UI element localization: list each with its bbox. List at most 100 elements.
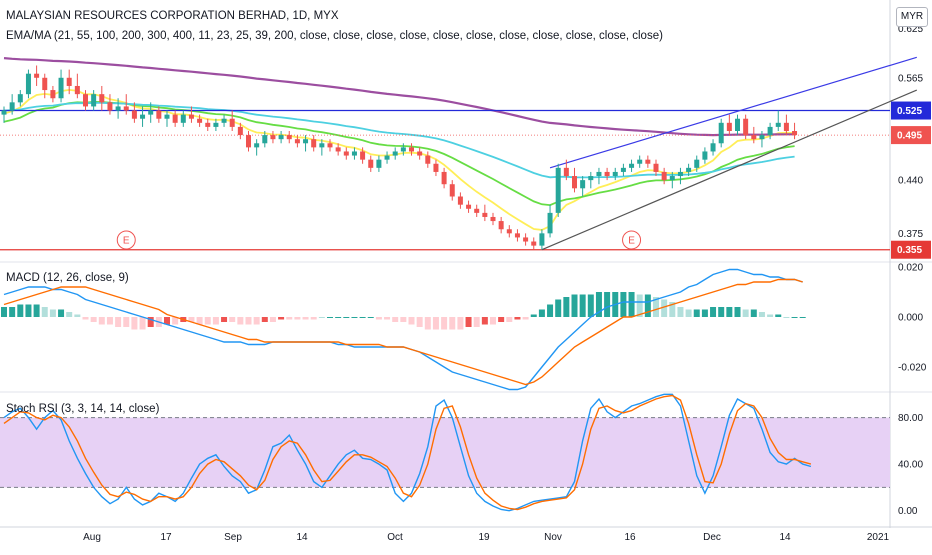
- candle: [180, 110, 186, 127]
- macd-histogram-bar: [237, 317, 244, 325]
- candle: [686, 163, 692, 177]
- macd-histogram-bar: [359, 317, 366, 318]
- candle: [514, 229, 520, 242]
- chart-title: MALAYSIAN RESOURCES CORPORATION BERHAD, …: [6, 10, 339, 22]
- candle: [620, 163, 626, 177]
- macd-histogram-bar: [351, 317, 358, 318]
- macd-histogram-bar: [367, 317, 374, 318]
- macd-histogram-bar: [172, 317, 179, 325]
- macd-histogram-bar: [98, 317, 105, 325]
- macd-histogram-bar: [49, 309, 56, 317]
- stoch-axis-tick: 0.00: [898, 506, 918, 517]
- candle-body: [311, 139, 317, 148]
- candle-body: [792, 131, 798, 136]
- candle-body: [42, 77, 48, 91]
- price-label-text: 0.495: [897, 131, 922, 142]
- candle: [767, 122, 773, 140]
- candle: [229, 110, 235, 131]
- macd-histogram-bar: [457, 317, 464, 330]
- candle: [751, 126, 757, 144]
- macd-histogram-bar: [384, 317, 391, 320]
- candle: [91, 90, 97, 111]
- candle-body: [34, 73, 40, 78]
- candle-body: [99, 94, 105, 103]
- macd-histogram-bar: [310, 317, 317, 320]
- macd-histogram-bar: [750, 309, 757, 317]
- candle: [50, 85, 56, 103]
- time-axis-tick: Oct: [387, 532, 403, 543]
- candle: [441, 167, 447, 189]
- candle-body: [164, 114, 170, 119]
- price-label-text: 0.525: [897, 106, 922, 117]
- candle: [246, 131, 251, 152]
- candle: [694, 155, 700, 172]
- macd-histogram-bar: [547, 304, 554, 317]
- macd-histogram-bar: [286, 317, 293, 320]
- candle: [539, 229, 545, 250]
- macd-histogram-bar: [147, 317, 154, 327]
- stoch-d-line: [3, 394, 812, 511]
- ema-indicator-legend[interactable]: EMA/MA (21, 55, 100, 200, 300, 400, 11, …: [6, 30, 663, 42]
- candle-body: [50, 90, 56, 99]
- macd-histogram-bar: [506, 317, 513, 322]
- macd-histogram-bar: [278, 317, 285, 320]
- candle-body: [9, 102, 15, 111]
- candle: [254, 139, 260, 156]
- macd-histogram-bar: [465, 317, 472, 327]
- macd-histogram-bar: [498, 317, 505, 322]
- macd-histogram-bar: [188, 317, 195, 322]
- candle-body: [735, 118, 740, 131]
- candle: [343, 147, 349, 160]
- time-axis-tick: 16: [624, 532, 636, 543]
- candle-body: [441, 171, 447, 185]
- macd-histogram-bar: [115, 317, 122, 327]
- candle: [645, 155, 651, 168]
- macd-histogram-bar: [481, 317, 488, 325]
- time-axis-tick: 17: [160, 532, 172, 543]
- ema-purple-line: [3, 57, 795, 137]
- candle: [360, 147, 366, 164]
- candle: [384, 151, 390, 164]
- candle: [188, 106, 194, 123]
- candle-body: [490, 216, 496, 222]
- time-axis-tick: 14: [779, 532, 791, 543]
- macd-histogram-bar: [131, 317, 138, 330]
- candle-body: [131, 110, 137, 119]
- candle-body: [409, 147, 414, 152]
- candle-body: [123, 106, 129, 111]
- candle: [368, 155, 374, 172]
- stoch-rsi-indicator-label[interactable]: Stoch RSI (3, 3, 14, 14, close): [6, 403, 160, 415]
- macd-indicator-label[interactable]: MACD (12, 26, close, 9): [6, 272, 129, 284]
- price-label-box: [891, 240, 931, 259]
- macd-histogram-bar: [318, 317, 325, 318]
- candle-body: [645, 159, 651, 164]
- candle-body: [539, 233, 545, 246]
- macd-axis-tick: 0.020: [898, 263, 923, 274]
- candle: [156, 106, 162, 123]
- candle-body: [262, 135, 268, 144]
- candle-body: [710, 143, 716, 152]
- candle: [449, 180, 455, 201]
- currency-button[interactable]: MYR: [896, 7, 928, 27]
- candle-body: [661, 171, 667, 181]
- candle-body: [482, 212, 488, 217]
- candle-body: [1, 110, 7, 115]
- candle: [131, 102, 137, 123]
- candle: [677, 167, 683, 185]
- candle: [547, 204, 553, 238]
- macd-histogram-bar: [1, 307, 7, 317]
- candle-body: [270, 135, 276, 140]
- time-axis-tick: Dec: [703, 532, 721, 543]
- macd-histogram-bar: [563, 297, 570, 317]
- macd-histogram-bar: [628, 292, 635, 317]
- candle-body: [115, 106, 121, 111]
- candle: [580, 176, 586, 197]
- candle: [205, 118, 211, 131]
- candle: [490, 212, 496, 226]
- candle: [319, 139, 325, 156]
- candle-body: [751, 135, 757, 140]
- candle-body: [783, 122, 789, 131]
- candle-body: [237, 126, 243, 136]
- candle: [278, 131, 284, 144]
